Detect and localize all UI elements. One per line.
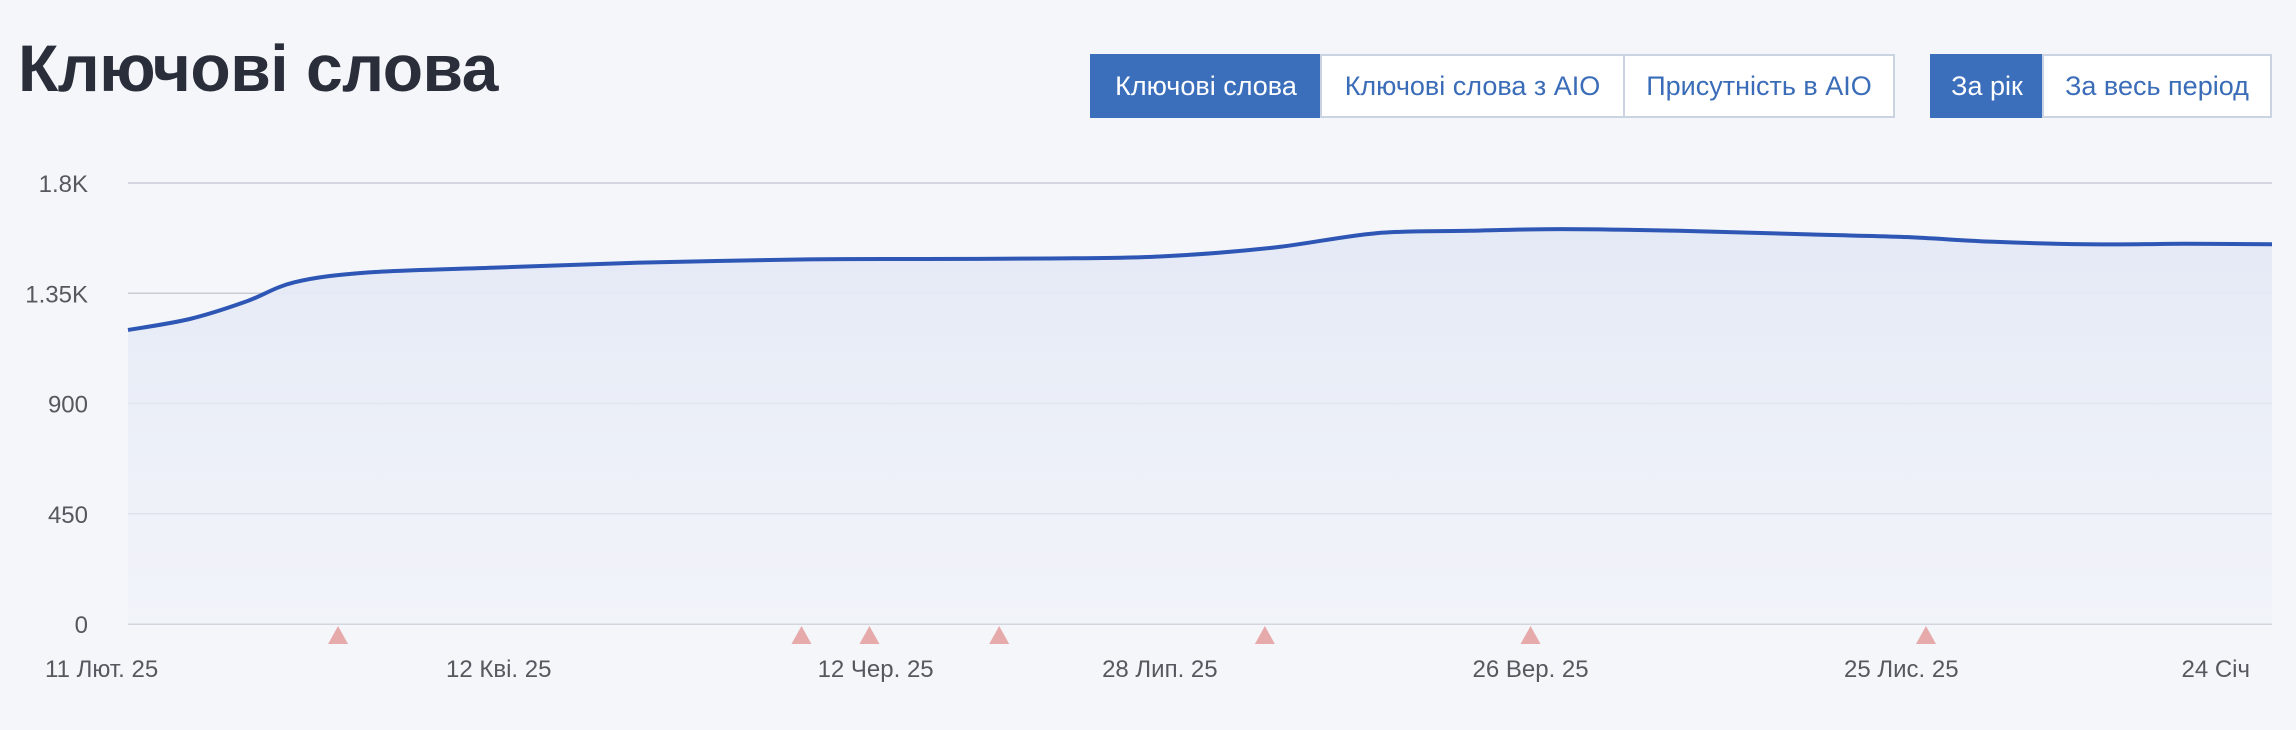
tab-period-year[interactable]: За рік <box>1930 54 2044 118</box>
period-toggle-group: За рік За весь період <box>1930 54 2272 118</box>
tab-aio-presence[interactable]: Присутність в AIO <box>1623 54 1895 118</box>
x-tick-label: 12 Кві. 25 <box>446 656 551 683</box>
metric-toggle-group: Ключові слова Ключові слова з AIO Присут… <box>1090 54 1895 118</box>
y-tick-label: 1.35K <box>25 281 88 308</box>
x-tick-label: 28 Лип. 25 <box>1102 656 1218 683</box>
page-title: Ключові слова <box>18 31 498 105</box>
annotation-marker[interactable] <box>1520 626 1541 644</box>
annotation-marker[interactable] <box>1254 626 1275 644</box>
x-tick-label: 11 Лют. 25 <box>45 656 158 683</box>
x-tick-label: 26 Вер. 25 <box>1473 656 1589 683</box>
x-tick-label: 25 Лис. 25 <box>1844 656 1959 683</box>
annotation-marker[interactable] <box>1915 626 1936 644</box>
series-line <box>127 227 2273 332</box>
annotation-marker[interactable] <box>791 626 812 644</box>
annotation-marker[interactable] <box>859 626 880 644</box>
annotation-marker[interactable] <box>328 626 349 644</box>
x-tick-label: 12 Чер. 25 <box>818 656 934 683</box>
x-tick-label: 24 Січ <box>2181 656 2250 683</box>
y-tick-label: 0 <box>75 612 88 639</box>
annotation-marker[interactable] <box>989 626 1010 644</box>
y-tick-label: 1.8K <box>39 171 88 198</box>
tab-period-all-time[interactable]: За весь період <box>2042 54 2272 118</box>
tab-keywords[interactable]: Ключові слова <box>1090 54 1322 118</box>
y-tick-label: 900 <box>48 392 88 419</box>
y-tick-label: 450 <box>48 502 88 529</box>
series-area <box>128 229 2272 624</box>
